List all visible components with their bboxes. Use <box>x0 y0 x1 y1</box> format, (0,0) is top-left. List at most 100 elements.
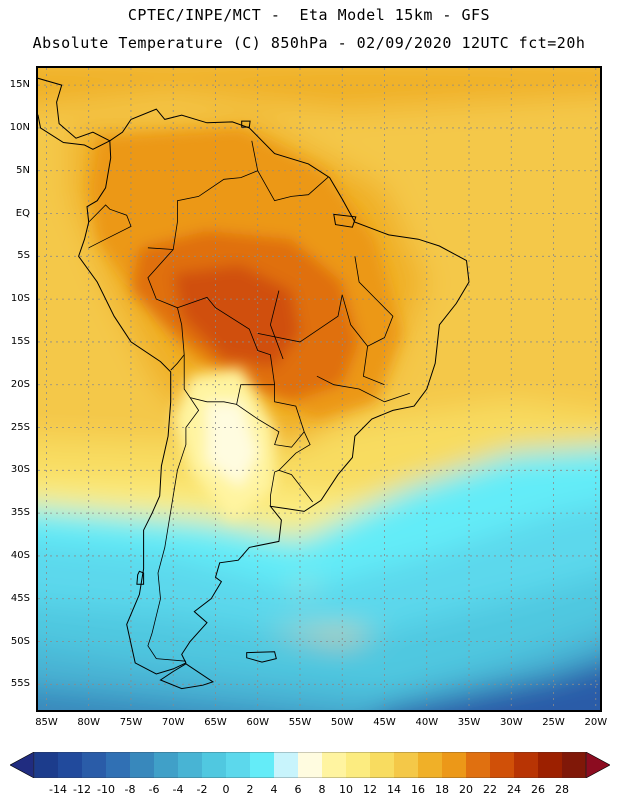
lat-label: 5N <box>16 164 30 176</box>
colorbar-bin <box>538 752 563 778</box>
colorbar-bin <box>394 752 419 778</box>
field-cool-tongue <box>173 367 275 522</box>
colorbar-bin <box>514 752 539 778</box>
temperature-shading <box>38 68 600 710</box>
colorbar-low-arrow <box>10 752 35 778</box>
lon-label: 70W <box>161 717 185 728</box>
colorbar-bin <box>202 752 227 778</box>
band-8c-tongue <box>207 401 258 488</box>
map-title: CPTEC/INPE/MCT - Eta Model 15km - GFS <box>127 6 491 24</box>
colorbar-bin <box>34 752 59 778</box>
colorbar-tick-label: 0 <box>222 783 230 796</box>
colorbar-tick-label: -8 <box>124 783 136 796</box>
lat-label: 10S <box>10 293 30 305</box>
colorbar-tick-label: 16 <box>411 783 425 796</box>
temperature-field <box>38 68 600 710</box>
colorbar-bin <box>562 752 587 778</box>
lon-label: 65W <box>204 717 227 728</box>
colorbar-bin <box>490 752 515 778</box>
colorbar-tick-label: 12 <box>363 783 377 796</box>
country-state-border <box>147 140 259 250</box>
country-state-border <box>147 397 200 662</box>
country-state-border <box>147 249 185 371</box>
chiloe-island <box>136 570 145 585</box>
lat-label: 45S <box>10 592 30 604</box>
lat-label: 10N <box>9 121 30 133</box>
lat-label: 40S <box>10 549 30 561</box>
lon-label: 50W <box>330 717 354 728</box>
lon-label: 85W <box>35 717 58 728</box>
colorbar-tick-label: 28 <box>555 783 569 796</box>
band-neg2c <box>38 628 600 710</box>
country-state-border <box>269 290 284 360</box>
colorbar-bin <box>346 752 371 778</box>
central-america-caribbean-coast <box>38 77 111 142</box>
band-2c <box>38 503 600 640</box>
country-state-border <box>177 296 314 503</box>
lat-label: 30S <box>10 464 30 476</box>
colorbar-tick-label: 24 <box>507 783 521 796</box>
country-state-border <box>362 346 385 386</box>
tierra-del-fuego <box>159 663 215 690</box>
colorbar-bin <box>106 752 131 778</box>
colorbar-bin <box>58 752 83 778</box>
caribbean-island <box>241 120 251 128</box>
colorbar-tick-label: 22 <box>483 783 497 796</box>
country-state-border <box>269 469 280 507</box>
colorbar-bin <box>130 752 155 778</box>
colorbar-bin <box>322 752 347 778</box>
band-neg10c <box>384 666 600 710</box>
lat-label: EQ <box>15 207 30 219</box>
lon-label: 35W <box>457 717 481 728</box>
central-america-pacific-coast <box>38 114 111 150</box>
colorbar-high-arrow <box>585 752 610 778</box>
colorbar-tick-label: 26 <box>531 783 545 796</box>
lat-label: 25S <box>10 421 30 433</box>
colorbar-tick-label: -10 <box>97 783 115 796</box>
colorbar-tick-label: -2 <box>196 783 208 796</box>
colorbar-tick-label: 4 <box>270 783 278 796</box>
lon-label: 30W <box>499 717 523 728</box>
lat-lon-grid <box>38 68 600 710</box>
temperature-map <box>36 66 602 712</box>
lon-label: 40W <box>415 717 439 728</box>
country-state-border <box>88 204 132 249</box>
colorbar-tick-label: 2 <box>246 783 254 796</box>
colorbar-tick-label: -4 <box>172 783 184 796</box>
country-state-border <box>257 294 343 343</box>
lon-label: 25W <box>542 717 565 728</box>
colorbar-bin <box>82 752 107 778</box>
colorbar-bin <box>274 752 299 778</box>
south-america-coastline <box>78 108 470 675</box>
country-state-border <box>316 375 410 403</box>
field-hot-layer <box>88 127 402 420</box>
lat-label: 35S <box>10 507 30 519</box>
colorbar-bin <box>154 752 179 778</box>
colorbar-bin <box>418 752 443 778</box>
colorbar-bin <box>370 752 395 778</box>
coastlines-and-borders <box>38 77 470 690</box>
map-subtitle: Absolute Temperature (C) 850hPa - 02/09/… <box>32 34 586 52</box>
colorbar-tick-label: 18 <box>435 783 449 796</box>
lon-label: 80W <box>77 717 100 728</box>
colorbar-bin <box>178 752 203 778</box>
country-state-border <box>257 170 329 202</box>
band-18c-north <box>38 68 600 111</box>
colorbar-tick-label: -12 <box>73 783 91 796</box>
colorbar-tick-label: -6 <box>148 783 160 796</box>
colorbar-bin <box>442 752 467 778</box>
lon-label: 45W <box>373 717 396 728</box>
colorbar-outline <box>33 752 587 778</box>
colorbar-tick-label: 20 <box>459 783 473 796</box>
lat-label: 15S <box>10 335 30 347</box>
colorbar-tick-label: -14 <box>49 783 67 796</box>
colorbar-tick-label: 6 <box>294 783 302 796</box>
lat-label: 5S <box>17 250 30 262</box>
colorbar-bin <box>226 752 251 778</box>
lon-label: 20W <box>584 717 608 728</box>
colorbar-bin <box>466 752 491 778</box>
colorbar-bin <box>298 752 323 778</box>
falkland-islands <box>246 651 277 663</box>
marajo-island <box>333 213 357 228</box>
lon-label: 55W <box>288 717 312 728</box>
